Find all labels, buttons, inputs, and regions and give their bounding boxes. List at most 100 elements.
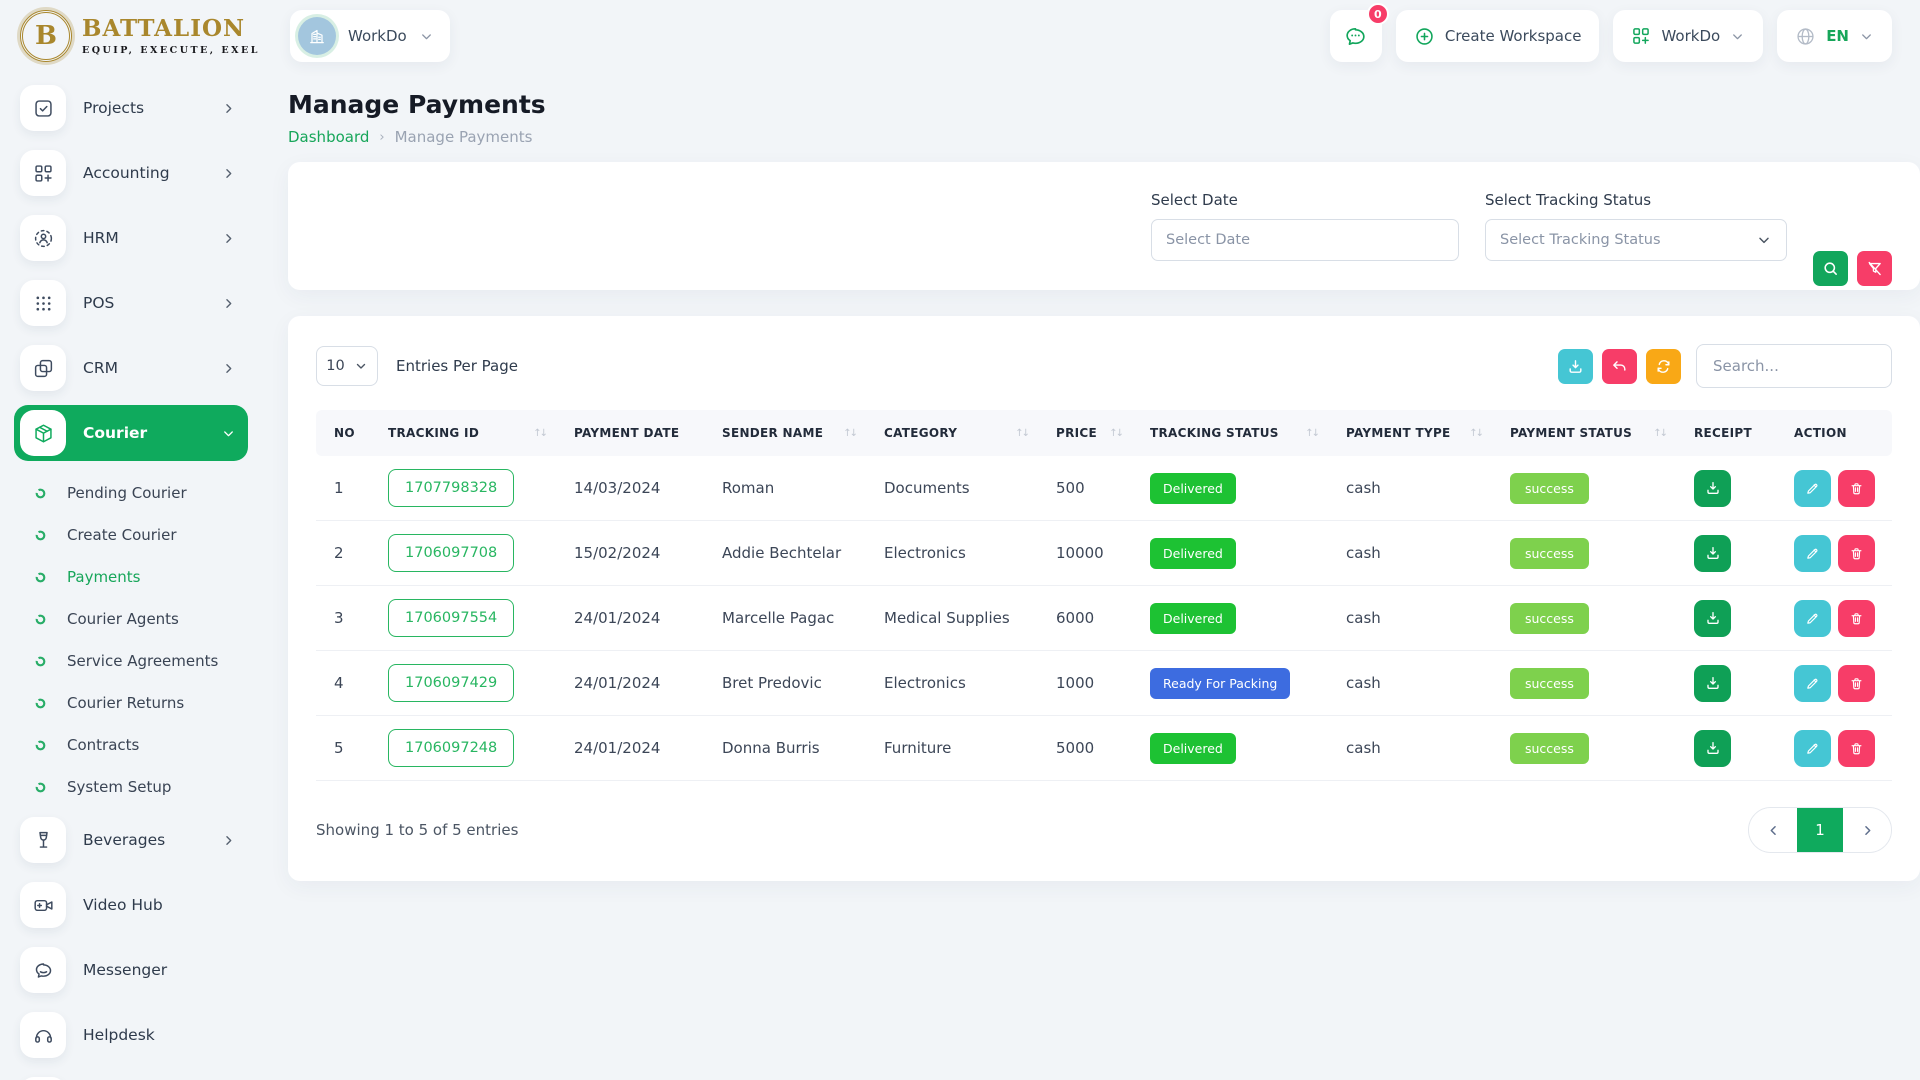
submenu-item-contracts[interactable]: Contracts: [14, 724, 248, 766]
breadcrumb-dashboard-link[interactable]: Dashboard: [288, 128, 369, 146]
date-filter-input[interactable]: [1151, 219, 1459, 261]
sidebar-item-messenger[interactable]: Messenger: [14, 942, 248, 998]
sender-name: Roman: [712, 456, 874, 521]
download-receipt-button[interactable]: [1694, 730, 1731, 767]
sidebar-item-video-hub[interactable]: Video Hub: [14, 877, 248, 933]
submenu-item-service-agreements[interactable]: Service Agreements: [14, 640, 248, 682]
sidebar-item-accounting[interactable]: Accounting: [14, 145, 248, 201]
submenu-item-create-courier[interactable]: Create Courier: [14, 514, 248, 556]
edit-button[interactable]: [1794, 665, 1831, 702]
messages-button[interactable]: 0: [1330, 10, 1382, 62]
col-payment-type[interactable]: PAYMENT TYPE↑↓: [1336, 410, 1500, 456]
category: Medical Supplies: [874, 586, 1046, 651]
col-tracking-status[interactable]: TRACKING STATUS↑↓: [1140, 410, 1336, 456]
payment-date: 24/01/2024: [564, 586, 712, 651]
col-category[interactable]: CATEGORY↑↓: [874, 410, 1046, 456]
sort-icon[interactable]: ↑↓: [1653, 428, 1674, 439]
sort-icon[interactable]: ↑↓: [1469, 428, 1490, 439]
download-icon: [1705, 740, 1721, 756]
refresh-icon: [1655, 358, 1672, 375]
col-payment-status[interactable]: PAYMENT STATUS↑↓: [1500, 410, 1684, 456]
download-receipt-button[interactable]: [1694, 470, 1731, 507]
sort-icon[interactable]: ↑↓: [843, 428, 864, 439]
refresh-button[interactable]: [1646, 349, 1681, 384]
payment-status-badge: success: [1510, 538, 1589, 569]
trash-icon: [1849, 741, 1864, 756]
tracking-id-link[interactable]: 1706097708: [388, 534, 514, 572]
trash-icon: [1849, 546, 1864, 561]
sort-icon[interactable]: ↑↓: [1015, 428, 1036, 439]
download-receipt-button[interactable]: [1694, 600, 1731, 637]
delete-button[interactable]: [1838, 665, 1875, 702]
sidebar-item-settings[interactable]: Settings: [14, 1072, 248, 1080]
col-sender-name[interactable]: SENDER NAME↑↓: [712, 410, 874, 456]
submenu-item-courier-agents[interactable]: Courier Agents: [14, 598, 248, 640]
edit-button[interactable]: [1794, 600, 1831, 637]
submenu-item-payments[interactable]: Payments: [14, 556, 248, 598]
bullet-icon: [34, 571, 47, 584]
tracking-id-link[interactable]: 1706097429: [388, 664, 514, 702]
create-workspace-button[interactable]: Create Workspace: [1396, 10, 1600, 62]
language-selector[interactable]: EN: [1777, 10, 1892, 62]
page-number-1[interactable]: 1: [1797, 808, 1843, 852]
sidebar-item-courier[interactable]: Courier: [14, 405, 248, 461]
price: 1000: [1046, 651, 1140, 716]
sort-icon[interactable]: ↑↓: [1109, 428, 1130, 439]
submenu-item-pending-courier[interactable]: Pending Courier: [14, 472, 248, 514]
payment-status-badge: success: [1510, 603, 1589, 634]
tracking-status-select[interactable]: Select Tracking Status: [1485, 219, 1787, 261]
col-price[interactable]: PRICE↑↓: [1046, 410, 1140, 456]
workspace-selector[interactable]: WorkDo: [290, 10, 450, 62]
edit-button[interactable]: [1794, 730, 1831, 767]
page-title: Manage Payments: [288, 90, 1920, 119]
col-tracking-id[interactable]: TRACKING ID↑↓: [378, 410, 564, 456]
apply-filter-button[interactable]: [1813, 251, 1848, 286]
delete-button[interactable]: [1838, 535, 1875, 572]
edit-button[interactable]: [1794, 470, 1831, 507]
tracking-id-link[interactable]: 1707798328: [388, 469, 514, 507]
tracking-status-filter-group: Select Tracking Status Select Tracking S…: [1485, 191, 1787, 261]
sort-icon[interactable]: ↑↓: [533, 428, 554, 439]
sidebar-item-projects[interactable]: Projects: [14, 80, 248, 136]
sidebar-item-hrm[interactable]: HRM: [14, 210, 248, 266]
undo-button[interactable]: [1602, 349, 1637, 384]
tracking-id-link[interactable]: 1706097248: [388, 729, 514, 767]
next-page-button[interactable]: [1843, 808, 1891, 852]
sidebar-item-beverages[interactable]: Beverages: [14, 812, 248, 868]
delete-button[interactable]: [1838, 730, 1875, 767]
submenu-item-system-setup[interactable]: System Setup: [14, 766, 248, 808]
payments-table: NO TRACKING ID↑↓ PAYMENT DATE SENDER NAM…: [316, 410, 1892, 781]
download-icon: [1705, 480, 1721, 496]
brand-logo[interactable]: B BATTALION EQUIP, EXECUTE, EXEL: [0, 10, 262, 62]
brand-name: BATTALION: [82, 17, 260, 40]
export-button[interactable]: [1558, 349, 1593, 384]
sidebar-item-crm[interactable]: CRM: [14, 340, 248, 396]
company-menu[interactable]: WorkDo: [1613, 10, 1763, 62]
bullet-icon: [34, 655, 47, 668]
pencil-icon: [1805, 611, 1820, 626]
sidebar-item-helpdesk[interactable]: Helpdesk: [14, 1007, 248, 1063]
delete-button[interactable]: [1838, 470, 1875, 507]
table-header-row: NO TRACKING ID↑↓ PAYMENT DATE SENDER NAM…: [316, 410, 1892, 456]
previous-page-button[interactable]: [1749, 808, 1797, 852]
bullet-icon: [34, 697, 47, 710]
sidebar-item-pos[interactable]: POS: [14, 275, 248, 331]
sort-icon[interactable]: ↑↓: [1305, 428, 1326, 439]
submenu-item-courier-returns[interactable]: Courier Returns: [14, 682, 248, 724]
payment-type: cash: [1336, 456, 1500, 521]
edit-button[interactable]: [1794, 535, 1831, 572]
create-workspace-label: Create Workspace: [1445, 27, 1582, 45]
clear-filter-button[interactable]: [1857, 251, 1892, 286]
date-filter-group: Select Date: [1151, 191, 1459, 261]
bullet-icon: [34, 529, 47, 542]
download-receipt-button[interactable]: [1694, 665, 1731, 702]
search-input[interactable]: [1696, 344, 1892, 388]
tracking-id-link[interactable]: 1706097554: [388, 599, 514, 637]
download-receipt-button[interactable]: [1694, 535, 1731, 572]
category: Documents: [874, 456, 1046, 521]
trash-icon: [1849, 676, 1864, 691]
entries-per-page-select[interactable]: 10: [316, 346, 378, 386]
squares-overlap-icon: [20, 345, 66, 391]
delete-button[interactable]: [1838, 600, 1875, 637]
tracking-status-badge: Delivered: [1150, 603, 1236, 634]
